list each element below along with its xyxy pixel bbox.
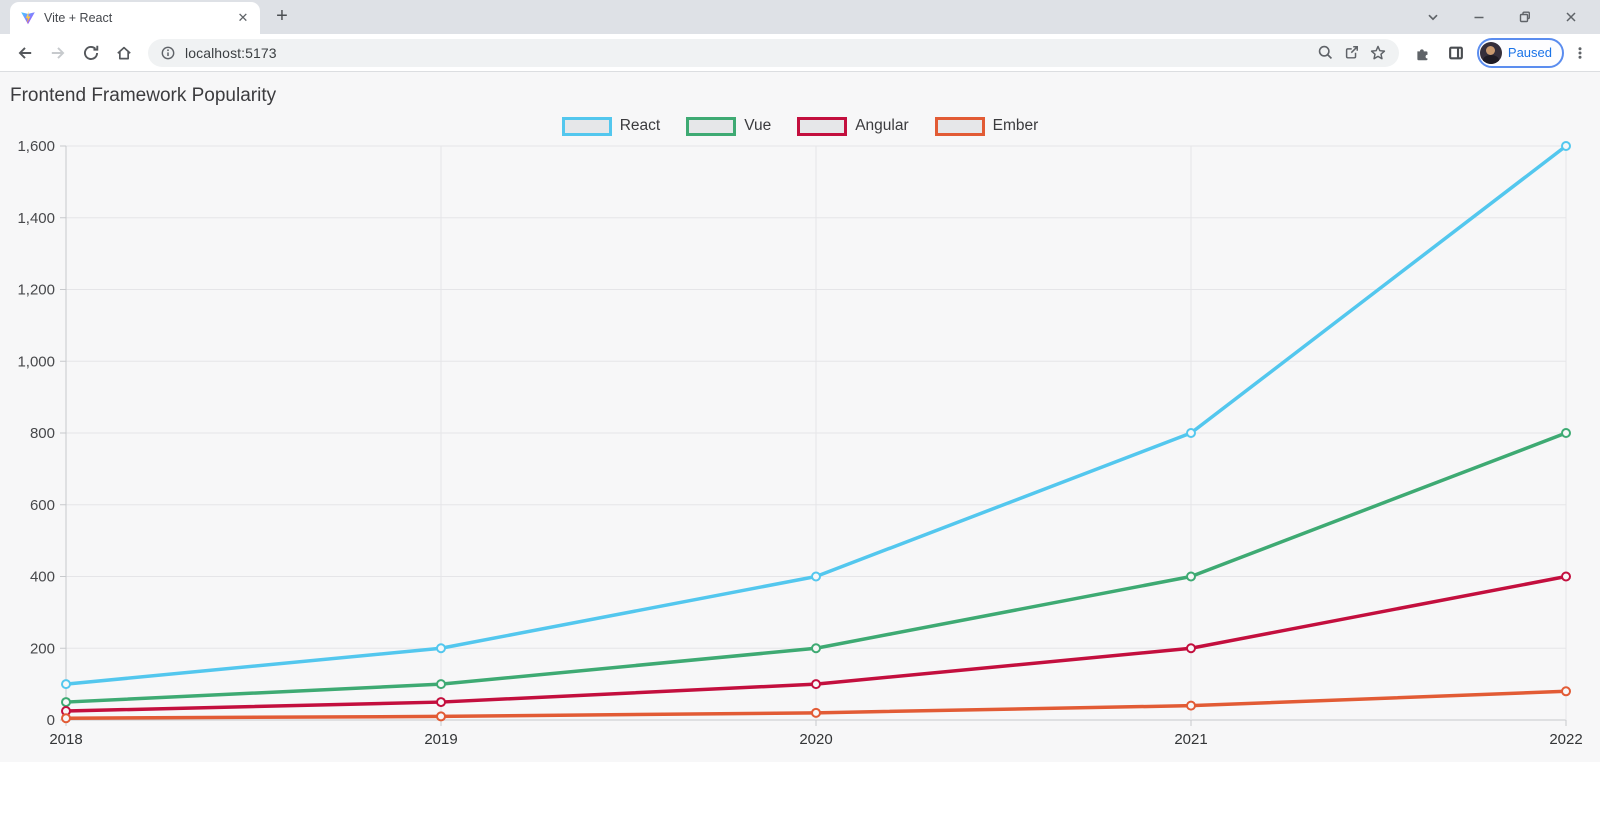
- profile-status-label: Paused: [1507, 45, 1552, 60]
- svg-text:0: 0: [47, 712, 55, 729]
- legend-label: React: [619, 117, 661, 134]
- menu-kebab-icon[interactable]: [1568, 38, 1592, 68]
- svg-text:2021: 2021: [1174, 731, 1207, 748]
- back-button[interactable]: [8, 38, 41, 68]
- legend-item-ember[interactable]: Ember: [934, 116, 1039, 136]
- svg-text:2019: 2019: [424, 731, 457, 748]
- legend-label: Angular: [855, 117, 909, 134]
- tab-close-icon[interactable]: ✕: [237, 10, 249, 25]
- svg-text:200: 200: [30, 640, 55, 657]
- site-info-icon[interactable]: [160, 45, 176, 61]
- forward-button: [41, 38, 74, 68]
- minimize-button[interactable]: [1456, 0, 1502, 34]
- legend-label: Ember: [992, 117, 1039, 134]
- chart-title: Frontend Framework Popularity: [10, 85, 277, 106]
- svg-text:1,200: 1,200: [17, 282, 55, 299]
- browser-tab[interactable]: Vite + React ✕: [10, 2, 260, 34]
- reload-button[interactable]: [74, 38, 107, 68]
- tab-search-chevron-button[interactable]: [1410, 0, 1456, 34]
- url-text[interactable]: localhost:5173: [185, 44, 277, 61]
- legend-label: Vue: [744, 117, 772, 134]
- share-icon[interactable]: [1343, 44, 1360, 61]
- legend-item-vue[interactable]: Vue: [686, 116, 772, 136]
- side-panel-icon[interactable]: [1440, 38, 1473, 68]
- extensions-puzzle-icon[interactable]: [1407, 38, 1440, 68]
- legend-item-react[interactable]: React: [561, 116, 661, 136]
- zoom-icon[interactable]: [1317, 44, 1334, 61]
- chart-legend: React Vue Angular Ember: [0, 114, 1600, 138]
- new-tab-button[interactable]: +: [276, 5, 288, 27]
- legend-swatch: [561, 116, 612, 136]
- window-controls: [1410, 0, 1594, 34]
- legend-item-angular[interactable]: Angular: [797, 116, 909, 136]
- close-window-button[interactable]: [1548, 0, 1594, 34]
- home-button[interactable]: [107, 38, 140, 68]
- svg-text:400: 400: [30, 569, 55, 586]
- bookmark-star-icon[interactable]: [1369, 44, 1387, 62]
- tab-strip: Vite + React ✕ +: [0, 0, 1600, 34]
- svg-text:800: 800: [30, 425, 55, 442]
- legend-swatch: [934, 116, 985, 136]
- browser-toolbar: localhost:5173: [0, 34, 1600, 72]
- legend-swatch: [686, 116, 737, 136]
- address-bar[interactable]: localhost:5173: [148, 38, 1399, 67]
- svg-text:2018: 2018: [49, 731, 82, 748]
- page-content: Frontend Framework Popularity React Vue An…: [0, 72, 1600, 762]
- legend-swatch: [797, 116, 848, 136]
- vite-favicon-icon: [20, 10, 36, 26]
- profile-avatar: [1479, 41, 1502, 64]
- svg-text:1,600: 1,600: [17, 138, 55, 155]
- profile-chip[interactable]: Paused: [1476, 37, 1564, 68]
- svg-text:2020: 2020: [799, 731, 832, 748]
- svg-text:600: 600: [30, 497, 55, 514]
- svg-text:1,400: 1,400: [17, 210, 55, 227]
- maximize-restore-button[interactable]: [1502, 0, 1548, 34]
- svg-text:2022: 2022: [1549, 731, 1582, 748]
- tab-title: Vite + React: [44, 11, 113, 25]
- popularity-line-chart[interactable]: 0 200 400 600 800 1,000 1,200 1,400 1,600 2018 201…: [0, 138, 1600, 756]
- svg-text:1,000: 1,000: [17, 353, 55, 370]
